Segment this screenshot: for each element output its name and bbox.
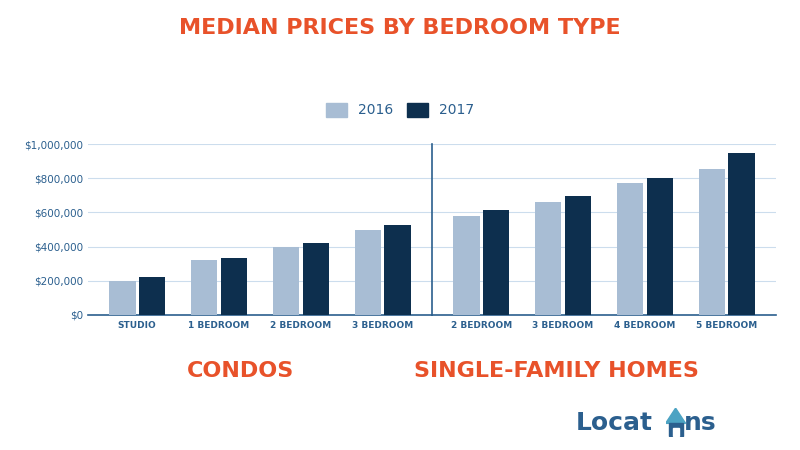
Text: SINGLE-FAMILY HOMES: SINGLE-FAMILY HOMES bbox=[414, 361, 698, 381]
Bar bbox=[729, 153, 754, 315]
Bar bbox=[699, 169, 726, 315]
Polygon shape bbox=[666, 408, 686, 423]
Bar bbox=[482, 210, 509, 315]
Text: MEDIAN PRICES BY BEDROOM TYPE: MEDIAN PRICES BY BEDROOM TYPE bbox=[179, 18, 621, 38]
Polygon shape bbox=[673, 428, 678, 436]
Bar bbox=[302, 243, 329, 315]
Text: CONDOS: CONDOS bbox=[186, 361, 294, 381]
Text: ns: ns bbox=[684, 411, 717, 435]
Bar bbox=[617, 183, 643, 315]
Bar bbox=[355, 230, 382, 315]
Text: Locat: Locat bbox=[576, 411, 653, 435]
Bar bbox=[565, 196, 591, 315]
Bar bbox=[110, 281, 135, 315]
Bar bbox=[535, 202, 562, 315]
Bar bbox=[385, 225, 410, 315]
Bar bbox=[138, 277, 165, 315]
Polygon shape bbox=[669, 423, 682, 436]
Bar bbox=[273, 247, 299, 315]
Bar bbox=[221, 258, 247, 315]
Bar bbox=[646, 178, 673, 315]
Bar bbox=[454, 216, 479, 315]
Legend: 2016, 2017: 2016, 2017 bbox=[320, 97, 480, 123]
Bar bbox=[191, 260, 218, 315]
